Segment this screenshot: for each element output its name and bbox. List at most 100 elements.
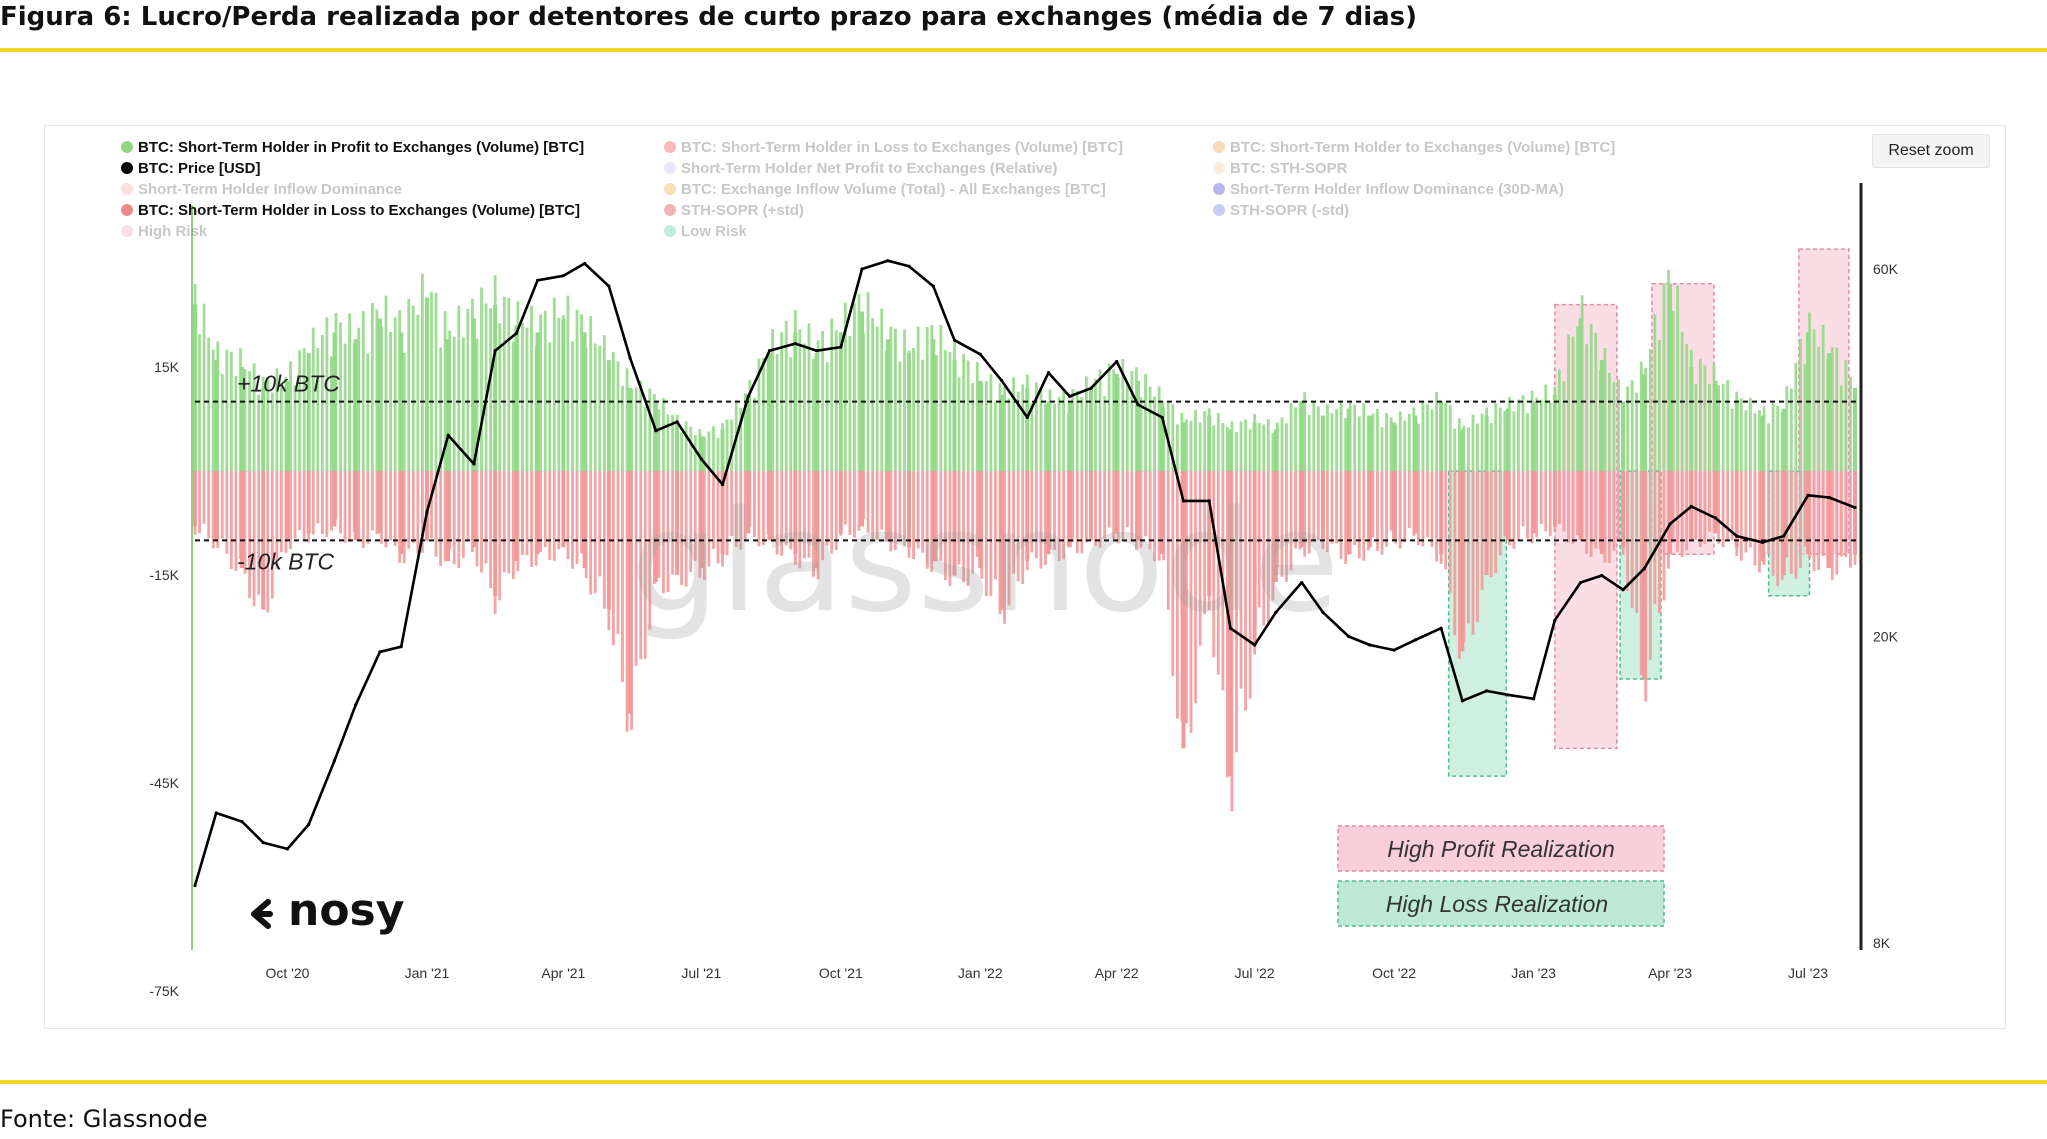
profit-bar xyxy=(1662,283,1666,471)
loss-bar xyxy=(1353,471,1357,546)
legend-item[interactable]: BTC: STH-SOPR xyxy=(1213,160,1348,177)
price-point xyxy=(1368,643,1372,647)
x-tick-label: Apr '23 xyxy=(1648,965,1692,981)
profit-bar xyxy=(843,302,847,471)
legend-item[interactable]: STH-SOPR (-std) xyxy=(1213,202,1349,219)
loss-bar xyxy=(930,471,934,572)
legend-marker xyxy=(1213,141,1225,153)
loss-bar xyxy=(516,471,520,572)
legend-item[interactable]: Low Risk xyxy=(664,223,748,240)
loss-bar xyxy=(1621,471,1625,555)
profit-bar xyxy=(725,419,729,471)
loss-bar xyxy=(1821,471,1825,557)
profit-bar xyxy=(953,341,956,471)
profit-bar xyxy=(1713,380,1718,471)
profit-bar xyxy=(957,377,961,471)
profit-bar xyxy=(407,298,411,471)
profit-bar xyxy=(975,362,979,471)
price-point xyxy=(999,378,1004,383)
legend-item[interactable]: Short-Term Holder Inflow Dominance (30D-… xyxy=(1213,181,1564,198)
loss-bar xyxy=(1025,471,1029,571)
profit-bar xyxy=(471,298,474,471)
profit-bar xyxy=(1021,384,1025,471)
profit-bar xyxy=(762,357,765,471)
profit-bar xyxy=(1125,382,1129,471)
bottom-rule xyxy=(0,1080,2047,1084)
legend-item[interactable]: BTC: Short-Term Holder in Loss to Exchan… xyxy=(664,139,1123,156)
profit-bar xyxy=(807,323,811,471)
price-point xyxy=(1228,626,1233,630)
loss-bar xyxy=(1608,471,1611,563)
loss-bar xyxy=(280,471,283,553)
legend-item[interactable]: BTC: Short-Term Holder to Exchanges (Vol… xyxy=(1213,139,1615,156)
price-point xyxy=(1621,588,1625,592)
profit-bar xyxy=(393,317,397,471)
profit-bar xyxy=(1357,416,1361,471)
legend-item[interactable]: BTC: Price [USD] xyxy=(121,160,261,177)
profit-bar xyxy=(1599,360,1604,471)
loss-bar xyxy=(584,471,588,579)
profit-bar xyxy=(1230,421,1234,471)
price-point xyxy=(261,841,265,845)
profit-bar xyxy=(1708,384,1711,471)
profit-bar xyxy=(1853,389,1857,471)
loss-bar xyxy=(377,471,382,534)
loss-bar xyxy=(803,471,806,559)
profit-bar xyxy=(1485,407,1489,471)
price-point xyxy=(583,261,587,266)
loss-bar xyxy=(784,471,788,546)
legend-item[interactable]: BTC: Exchange Inflow Volume (Total) - Al… xyxy=(664,181,1106,198)
profit-bar xyxy=(243,369,247,471)
profit-bar xyxy=(1760,415,1765,471)
profit-bar xyxy=(521,322,524,471)
reset-zoom-button[interactable]: Reset zoom xyxy=(1872,134,1990,168)
profit-bar xyxy=(534,345,538,471)
loss-bar xyxy=(1412,471,1416,536)
loss-bar xyxy=(216,471,220,548)
price-point xyxy=(1046,371,1051,375)
loss-bar xyxy=(1708,471,1711,532)
legend-item[interactable]: High Risk xyxy=(121,223,208,240)
profit-bar xyxy=(1221,422,1225,471)
loss-bar xyxy=(1053,471,1056,550)
loss-bar xyxy=(1507,471,1511,546)
profit-bar xyxy=(589,316,593,471)
loss-bar xyxy=(1544,471,1548,532)
loss-bar xyxy=(1644,471,1648,702)
loss-bar xyxy=(1180,471,1184,721)
loss-bar xyxy=(1016,471,1020,582)
y-right-tick-label: 20K xyxy=(1873,628,1899,644)
legend-item[interactable]: Short-Term Holder Net Profit to Exchange… xyxy=(664,160,1057,177)
price-point xyxy=(720,482,725,487)
loss-bar xyxy=(880,471,884,530)
profit-bar xyxy=(1505,408,1510,471)
profit-bar xyxy=(539,314,543,471)
loss-bar xyxy=(630,471,634,730)
legend-item[interactable]: BTC: Short-Term Holder in Profit to Exch… xyxy=(121,139,584,156)
loss-bar xyxy=(285,471,290,541)
profit-bar xyxy=(1248,429,1252,471)
profit-bar xyxy=(893,328,897,471)
profit-bar xyxy=(971,383,975,471)
loss-bar xyxy=(1253,471,1257,655)
loss-bar xyxy=(1826,471,1830,568)
price-point xyxy=(907,264,911,268)
profit-bar xyxy=(748,379,752,471)
loss-bar xyxy=(1366,471,1370,551)
price-point xyxy=(1668,522,1672,526)
profit-bar xyxy=(514,325,519,471)
profit-bar xyxy=(767,353,772,471)
legend-item[interactable]: BTC: Short-Term Holder in Loss to Exchan… xyxy=(121,202,580,219)
profit-bar xyxy=(1135,380,1140,471)
loss-bar xyxy=(675,471,679,569)
profit-bar xyxy=(739,407,743,471)
legend[interactable]: BTC: Short-Term Holder in Profit to Exch… xyxy=(121,139,1615,240)
loss-bar xyxy=(220,471,224,539)
legend-item[interactable]: STH-SOPR (+std) xyxy=(664,202,804,219)
legend-item[interactable]: Short-Term Holder Inflow Dominance xyxy=(121,181,402,198)
loss-bar xyxy=(284,471,288,553)
loss-bar xyxy=(1157,471,1161,561)
loss-bar xyxy=(1394,471,1398,544)
legend-label: BTC: Short-Term Holder in Loss to Exchan… xyxy=(681,139,1123,156)
profit-bar xyxy=(1398,411,1402,471)
